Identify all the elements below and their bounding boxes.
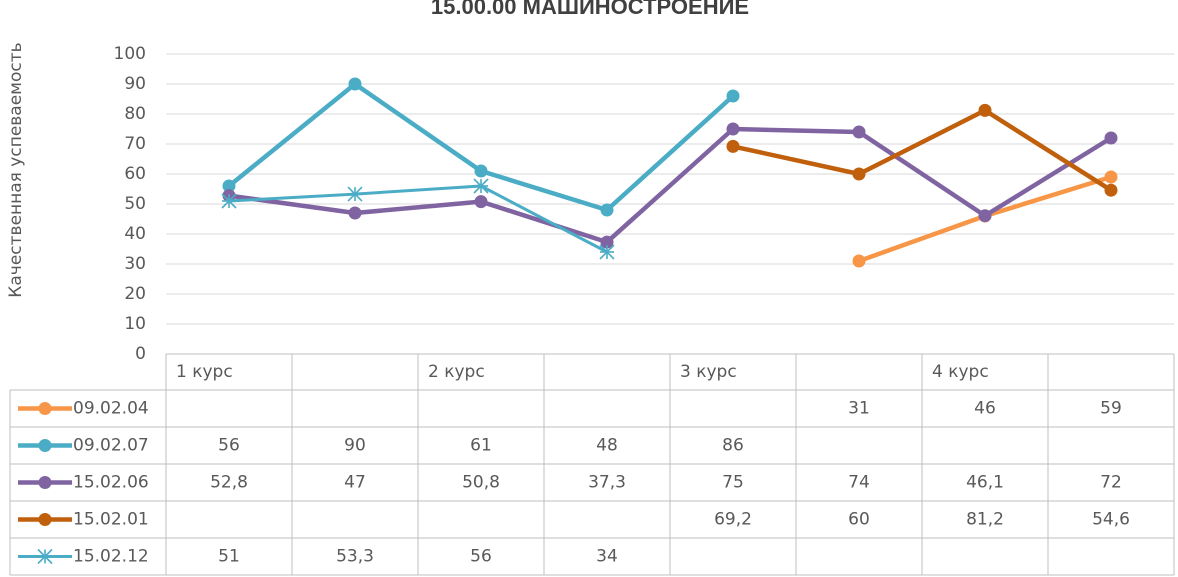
series-line [228,126,1113,245]
table-value: 52,8 [210,473,248,493]
marker [1104,131,1118,145]
table-value: 56 [470,547,492,567]
table-value: 75 [722,473,744,493]
marker [347,186,363,202]
table-value: 54,6 [1092,510,1130,530]
table-value: 72 [1100,473,1122,493]
table-value: 81,2 [966,510,1004,530]
table-value: 59 [1100,399,1122,419]
y-tick-label: 70 [124,134,146,154]
legend-marker [38,402,52,415]
marker [348,206,362,220]
marker [599,244,615,260]
table-value: 53,3 [336,547,374,567]
legend-marker [38,439,52,452]
marker [852,125,866,139]
marker [978,103,992,117]
legend-label: 15.02.06 [73,473,149,493]
marker [222,179,236,193]
marker [474,164,488,178]
marker [37,548,53,565]
marker [600,235,614,249]
series-line [228,184,608,254]
marker [600,203,614,217]
table-value: 47 [344,473,366,493]
series-line [732,108,1113,193]
y-tick-label: 20 [124,284,146,304]
marker [726,89,740,103]
marker [852,254,866,268]
table-value: 50,8 [462,473,500,493]
x-tick-label: 4 курс [932,362,989,382]
table-value: 90 [344,436,366,456]
y-tick-label: 10 [124,314,146,334]
table-value: 31 [848,399,870,419]
table-value: 37,3 [588,473,626,493]
legend-marker [38,476,52,489]
table-value: 46 [974,399,996,419]
y-tick-label: 0 [135,344,146,364]
marker [348,77,362,91]
marker [221,193,237,209]
table-value: 56 [218,436,240,456]
marker [978,209,992,223]
table-value: 69,2 [714,510,752,530]
y-tick-label: 100 [114,44,146,64]
y-tick-label: 90 [124,74,146,94]
marker [726,139,740,153]
table-value: 48 [596,436,618,456]
y-axis-label: Качественная успеваемость [6,42,26,297]
y-tick-label: 80 [124,104,146,124]
table-value: 61 [470,436,492,456]
x-tick-label: 3 курс [680,362,737,382]
x-tick-label: 2 курс [428,362,485,382]
marker [1104,183,1118,197]
marker [852,167,866,181]
table-value: 34 [596,547,618,567]
marker [726,122,740,136]
chart-title: 15.00.00 МАШИНОСТРОЕНИЕ [431,0,749,19]
y-tick-label: 60 [124,164,146,184]
legend-label: 09.02.07 [73,436,149,456]
table-value: 51 [218,547,240,567]
legend-label: 15.02.01 [73,510,149,530]
table-value: 46,1 [966,473,1004,493]
x-tick-label: 1 курс [176,362,233,382]
table-value: 86 [722,436,744,456]
marker [473,178,489,194]
legend-marker [38,513,52,526]
marker [1104,170,1118,184]
legend-label: 15.02.12 [73,547,149,567]
table-value: 60 [848,510,870,530]
y-tick-label: 30 [124,254,146,274]
marker [474,195,488,209]
table-value: 74 [848,473,870,493]
y-tick-label: 50 [124,194,146,214]
y-tick-label: 40 [124,224,146,244]
legend-label: 09.02.04 [73,399,149,419]
